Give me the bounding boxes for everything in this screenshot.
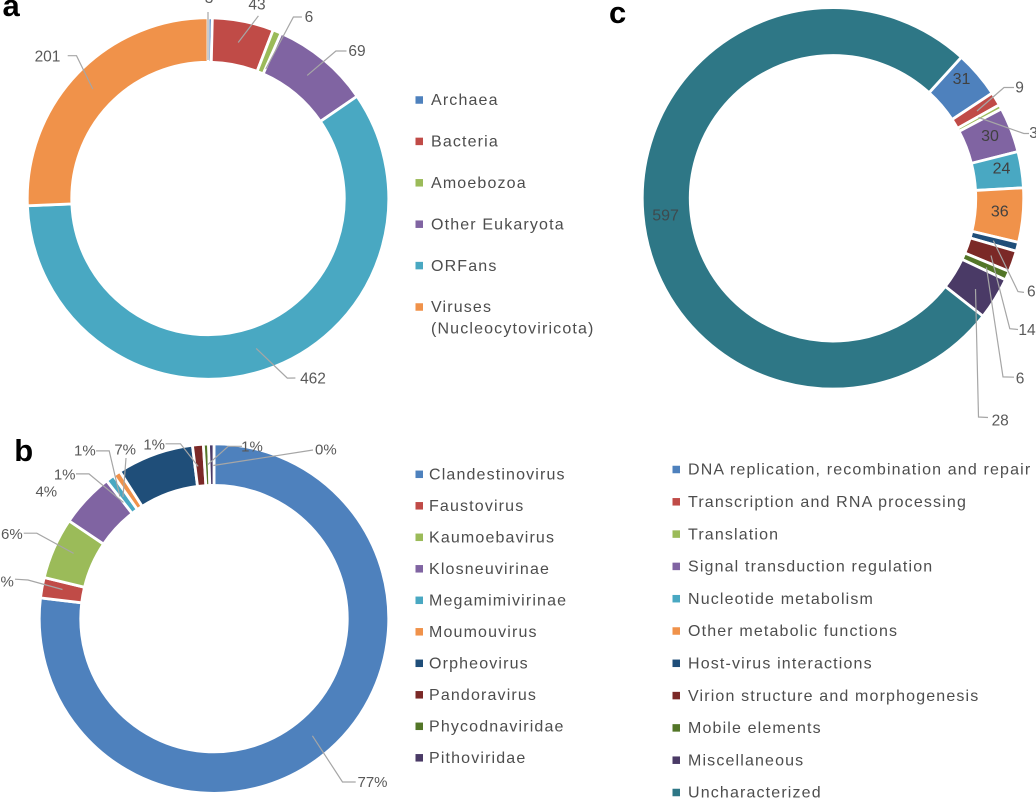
- svg-text:Clandestinovirus: Clandestinovirus: [429, 467, 566, 484]
- svg-text:7%: 7%: [114, 442, 136, 459]
- svg-text:0%: 0%: [315, 442, 337, 459]
- svg-text:3: 3: [1029, 125, 1036, 142]
- svg-text:6: 6: [1016, 370, 1025, 387]
- svg-text:30: 30: [981, 128, 999, 145]
- svg-text:1%: 1%: [54, 467, 76, 484]
- svg-text:Host-virus interactions: Host-virus interactions: [688, 656, 873, 673]
- svg-text:Pandoravirus: Pandoravirus: [429, 687, 537, 704]
- svg-text:1%: 1%: [143, 437, 165, 454]
- svg-text:Mobile elements: Mobile elements: [688, 720, 822, 737]
- svg-text:b: b: [14, 433, 33, 468]
- svg-text:(Nucleocytoviricota): (Nucleocytoviricota): [431, 321, 594, 338]
- svg-text:201: 201: [35, 49, 61, 66]
- svg-text:28: 28: [992, 412, 1009, 429]
- svg-text:DNA replication, recombination: DNA replication, recombination and repai…: [688, 462, 1031, 479]
- svg-text:1%: 1%: [241, 438, 263, 455]
- svg-text:Klosneuvirinae: Klosneuvirinae: [429, 561, 550, 578]
- svg-text:Viruses: Viruses: [431, 299, 492, 316]
- svg-text:Orpheovirus: Orpheovirus: [429, 656, 529, 673]
- svg-text:2%: 2%: [0, 573, 14, 590]
- svg-text:Archaea: Archaea: [431, 92, 499, 109]
- svg-text:Bacteria: Bacteria: [431, 134, 499, 151]
- svg-text:Pithoviridae: Pithoviridae: [429, 750, 526, 767]
- svg-text:a: a: [3, 0, 21, 23]
- svg-text:Megamimivirinae: Megamimivirinae: [429, 593, 567, 610]
- svg-text:597: 597: [652, 208, 679, 225]
- svg-text:Miscellaneous: Miscellaneous: [688, 752, 804, 769]
- svg-text:Other metabolic functions: Other metabolic functions: [688, 623, 898, 640]
- svg-text:3: 3: [205, 0, 214, 7]
- svg-text:Uncharacterized: Uncharacterized: [688, 785, 822, 800]
- svg-text:1%: 1%: [74, 443, 96, 460]
- svg-text:Transcription and RNA processi: Transcription and RNA processing: [688, 494, 967, 511]
- svg-text:Translation: Translation: [688, 526, 779, 543]
- svg-text:14: 14: [1018, 322, 1036, 339]
- svg-text:9: 9: [1015, 80, 1024, 97]
- svg-text:Phycodnaviridae: Phycodnaviridae: [429, 719, 565, 736]
- svg-text:6%: 6%: [1, 526, 23, 543]
- svg-text:69: 69: [348, 43, 365, 60]
- svg-text:Amoebozoa: Amoebozoa: [431, 175, 527, 192]
- svg-text:Moumouvirus: Moumouvirus: [429, 624, 538, 641]
- svg-text:Kaumoebavirus: Kaumoebavirus: [429, 530, 555, 547]
- svg-text:Nucleotide metabolism: Nucleotide metabolism: [688, 591, 874, 608]
- svg-text:77%: 77%: [357, 774, 387, 791]
- svg-text:Virion structure and morphogen: Virion structure and morphogenesis: [688, 688, 979, 705]
- svg-text:4%: 4%: [35, 484, 57, 501]
- svg-text:Faustovirus: Faustovirus: [429, 498, 524, 515]
- svg-text:ORFans: ORFans: [431, 258, 497, 275]
- svg-text:462: 462: [300, 371, 326, 388]
- svg-text:31: 31: [953, 71, 971, 88]
- svg-text:6: 6: [1027, 284, 1036, 301]
- svg-text:6: 6: [305, 9, 314, 26]
- svg-text:Signal transduction regulation: Signal transduction regulation: [688, 559, 933, 576]
- svg-text:36: 36: [991, 204, 1009, 221]
- svg-text:24: 24: [993, 161, 1011, 178]
- svg-text:Other Eukaryota: Other Eukaryota: [431, 216, 565, 233]
- svg-text:43: 43: [248, 0, 265, 14]
- svg-text:c: c: [609, 0, 626, 30]
